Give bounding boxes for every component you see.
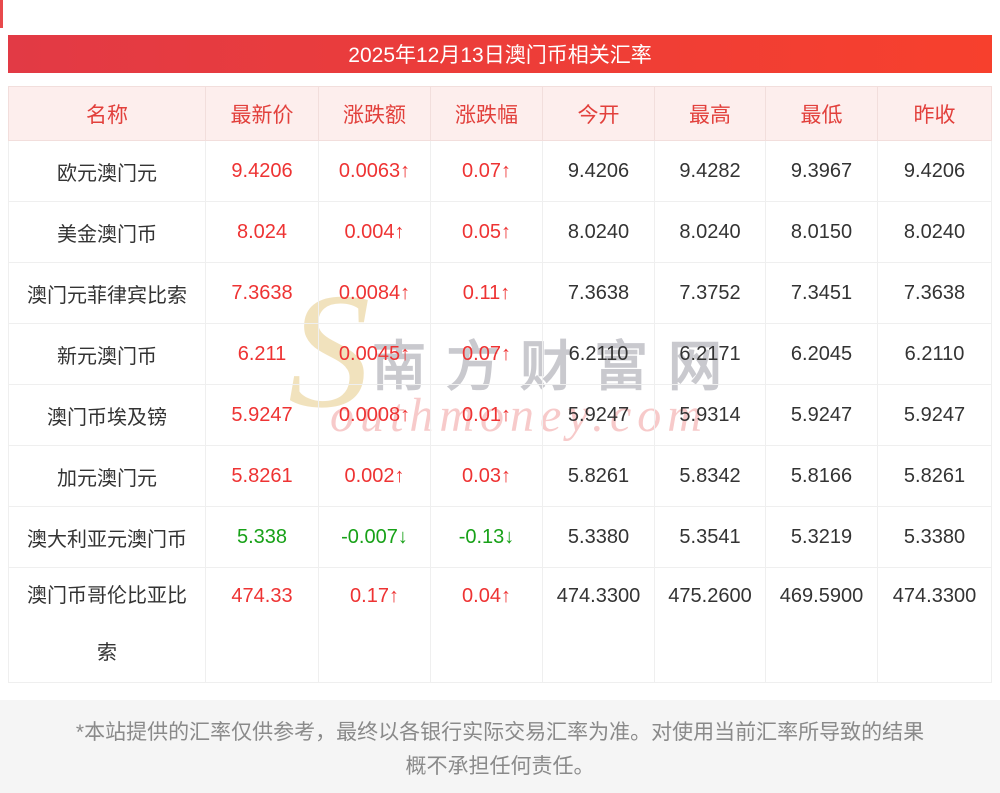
high-price-cell: 5.3541 [654, 506, 766, 568]
change-amount-cell: 0.0084↑ [318, 262, 431, 324]
open-price-cell: 5.3380 [542, 506, 655, 568]
name-cell: 澳大利亚元澳门币 [8, 506, 206, 568]
low-price-cell: 7.3451 [765, 262, 878, 324]
page-content: 2025年12月13日澳门币相关汇率 名称 最新价 涨跌额 涨跌幅 今开 最高 … [8, 35, 992, 683]
change-percent-cell: 0.01↑ [430, 384, 543, 446]
open-price-cell: 9.4206 [542, 140, 655, 202]
change-amount-cell: 0.17↑ [318, 567, 431, 683]
name-cell: 欧元澳门元 [8, 140, 206, 202]
disclaimer-line-1: *本站提供的汇率仅供参考，最终以各银行实际交易汇率为准。对使用当前汇率所导致的结… [75, 721, 925, 744]
table-row: 新元澳门币 6.211 0.0045↑ 0.07↑ 6.2110 6.2171 … [8, 323, 992, 385]
open-price-cell: 7.3638 [542, 262, 655, 324]
open-price-cell: 8.0240 [542, 201, 655, 263]
change-amount-cell: 0.002↑ [318, 445, 431, 507]
latest-price-cell: 8.024 [205, 201, 319, 263]
high-price-cell: 8.0240 [654, 201, 766, 263]
high-price-cell: 5.9314 [654, 384, 766, 446]
change-amount-cell: 0.0008↑ [318, 384, 431, 446]
prev-close-cell: 5.9247 [877, 384, 992, 446]
low-price-cell: 5.3219 [765, 506, 878, 568]
change-percent-cell: -0.13↓ [430, 506, 543, 568]
change-amount-cell: 0.0045↑ [318, 323, 431, 385]
latest-price-cell: 5.338 [205, 506, 319, 568]
table-row: 加元澳门元 5.8261 0.002↑ 0.03↑ 5.8261 5.8342 … [8, 445, 992, 507]
prev-close-cell: 6.2110 [877, 323, 992, 385]
disclaimer-text: *本站提供的汇率仅供参考，最终以各银行实际交易汇率为准。对使用当前汇率所导致的结… [0, 700, 1000, 784]
header-name: 名称 [8, 86, 206, 141]
open-price-cell: 5.9247 [542, 384, 655, 446]
latest-price-cell: 7.3638 [205, 262, 319, 324]
change-amount-cell: 0.0063↑ [318, 140, 431, 202]
low-price-cell: 5.9247 [765, 384, 878, 446]
change-percent-cell: 0.03↑ [430, 445, 543, 507]
prev-close-cell: 5.3380 [877, 506, 992, 568]
name-cell: 澳门币埃及镑 [8, 384, 206, 446]
high-price-cell: 475.2600 [654, 567, 766, 683]
header-open: 今开 [542, 86, 655, 141]
prev-close-cell: 9.4206 [877, 140, 992, 202]
change-percent-cell: 0.05↑ [430, 201, 543, 263]
latest-price-cell: 474.33 [205, 567, 319, 683]
open-price-cell: 6.2110 [542, 323, 655, 385]
name-cell: 美金澳门币 [8, 201, 206, 263]
table-header-row: 名称 最新价 涨跌额 涨跌幅 今开 最高 最低 昨收 [8, 86, 992, 141]
table-row: 美金澳门币 8.024 0.004↑ 0.05↑ 8.0240 8.0240 8… [8, 201, 992, 263]
high-price-cell: 6.2171 [654, 323, 766, 385]
high-price-cell: 5.8342 [654, 445, 766, 507]
change-percent-cell: 0.04↑ [430, 567, 543, 683]
open-price-cell: 474.3300 [542, 567, 655, 683]
low-price-cell: 9.3967 [765, 140, 878, 202]
high-price-cell: 7.3752 [654, 262, 766, 324]
low-price-cell: 5.8166 [765, 445, 878, 507]
name-cell: 新元澳门币 [8, 323, 206, 385]
prev-close-cell: 474.3300 [877, 567, 992, 683]
low-price-cell: 8.0150 [765, 201, 878, 263]
header-low: 最低 [765, 86, 878, 141]
prev-close-cell: 7.3638 [877, 262, 992, 324]
prev-close-cell: 8.0240 [877, 201, 992, 263]
change-percent-cell: 0.07↑ [430, 323, 543, 385]
open-price-cell: 5.8261 [542, 445, 655, 507]
change-percent-cell: 0.07↑ [430, 140, 543, 202]
low-price-cell: 6.2045 [765, 323, 878, 385]
latest-price-cell: 6.211 [205, 323, 319, 385]
low-price-cell: 469.5900 [765, 567, 878, 683]
table-row: 欧元澳门元 9.4206 0.0063↑ 0.07↑ 9.4206 9.4282… [8, 140, 992, 202]
table-row: 澳门币埃及镑 5.9247 0.0008↑ 0.01↑ 5.9247 5.931… [8, 384, 992, 446]
name-cell: 加元澳门元 [8, 445, 206, 507]
prev-close-cell: 5.8261 [877, 445, 992, 507]
table-row: 澳门元菲律宾比索 7.3638 0.0084↑ 0.11↑ 7.3638 7.3… [8, 262, 992, 324]
disclaimer-footer: *本站提供的汇率仅供参考，最终以各银行实际交易汇率为准。对使用当前汇率所导致的结… [0, 700, 1000, 793]
change-amount-cell: -0.007↓ [318, 506, 431, 568]
header-high: 最高 [654, 86, 766, 141]
change-amount-cell: 0.004↑ [318, 201, 431, 263]
table-row: 澳门币哥伦比亚比索 474.33 0.17↑ 0.04↑ 474.3300 47… [8, 567, 992, 683]
latest-price-cell: 5.9247 [205, 384, 319, 446]
exchange-rates-table: 名称 最新价 涨跌额 涨跌幅 今开 最高 最低 昨收 欧元澳门元 9.4206 … [8, 86, 992, 683]
header-change-amount: 涨跌额 [318, 86, 431, 141]
left-edge-artifact [0, 0, 3, 28]
disclaimer-line-2: 概不承担任何责任。 [405, 755, 595, 778]
name-cell: 澳门币哥伦比亚比索 [8, 567, 206, 683]
header-prev-close: 昨收 [877, 86, 992, 141]
name-cell: 澳门元菲律宾比索 [8, 262, 206, 324]
header-latest-price: 最新价 [205, 86, 319, 141]
change-percent-cell: 0.11↑ [430, 262, 543, 324]
table-row: 澳大利亚元澳门币 5.338 -0.007↓ -0.13↓ 5.3380 5.3… [8, 506, 992, 568]
header-change-percent: 涨跌幅 [430, 86, 543, 141]
page-title: 2025年12月13日澳门币相关汇率 [8, 35, 992, 73]
latest-price-cell: 5.8261 [205, 445, 319, 507]
latest-price-cell: 9.4206 [205, 140, 319, 202]
high-price-cell: 9.4282 [654, 140, 766, 202]
